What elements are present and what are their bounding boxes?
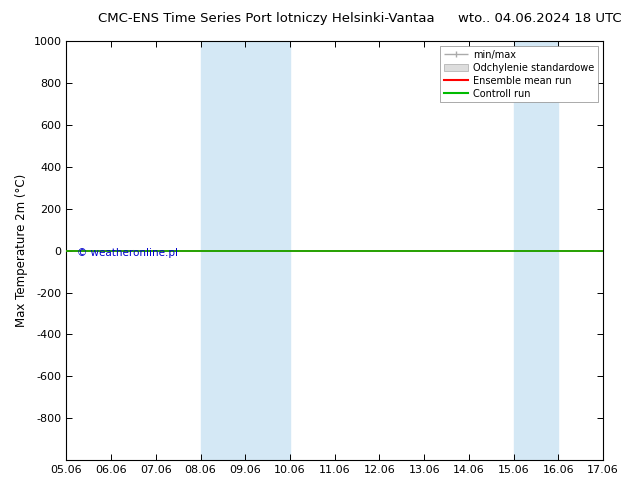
Text: © weatheronline.pl: © weatheronline.pl [77, 248, 178, 259]
Text: CMC-ENS Time Series Port lotniczy Helsinki-Vantaa: CMC-ENS Time Series Port lotniczy Helsin… [98, 12, 434, 25]
Legend: min/max, Odchylenie standardowe, Ensemble mean run, Controll run: min/max, Odchylenie standardowe, Ensembl… [440, 46, 598, 102]
Bar [245, 41, 290, 460]
Bar [200, 41, 245, 460]
Bar [514, 41, 559, 460]
Text: wto.. 04.06.2024 18 UTC: wto.. 04.06.2024 18 UTC [458, 12, 621, 25]
Y-axis label: Max Temperature 2m (°C): Max Temperature 2m (°C) [15, 174, 28, 327]
